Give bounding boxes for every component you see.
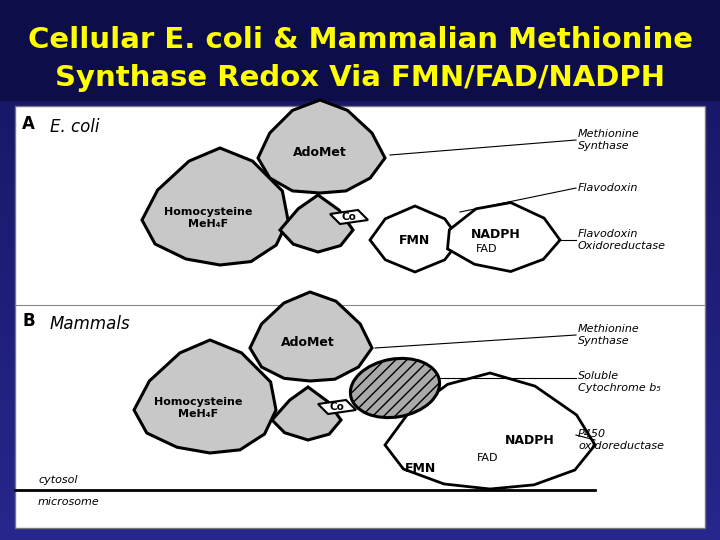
Text: Synthase Redox Via FMN/FAD/NADPH: Synthase Redox Via FMN/FAD/NADPH <box>55 64 665 92</box>
Text: NADPH: NADPH <box>505 434 555 447</box>
Polygon shape <box>370 206 460 272</box>
Polygon shape <box>385 373 595 489</box>
Text: microsome: microsome <box>38 497 100 507</box>
Text: Co: Co <box>341 212 356 222</box>
Polygon shape <box>258 100 385 193</box>
Polygon shape <box>318 400 356 414</box>
Ellipse shape <box>351 359 440 417</box>
Text: NADPH: NADPH <box>471 228 521 241</box>
Text: Homocysteine
MeH₄F: Homocysteine MeH₄F <box>164 207 252 229</box>
Text: cytosol: cytosol <box>38 475 78 485</box>
Polygon shape <box>448 202 560 272</box>
Text: Mammals: Mammals <box>50 315 130 333</box>
Text: Methionine
Synthase: Methionine Synthase <box>578 129 640 151</box>
Text: P450
oxidoreductase: P450 oxidoreductase <box>578 429 664 451</box>
Text: Flavodoxin: Flavodoxin <box>578 183 639 193</box>
Text: Co: Co <box>330 402 344 412</box>
Text: FAD: FAD <box>477 453 499 463</box>
Polygon shape <box>280 195 353 252</box>
Text: B: B <box>22 312 35 330</box>
Text: Soluble
Cytochrome b₅: Soluble Cytochrome b₅ <box>578 371 661 393</box>
Text: Flavodoxin
Oxidoreductase: Flavodoxin Oxidoreductase <box>578 229 666 251</box>
Text: A: A <box>22 115 35 133</box>
Text: FMN: FMN <box>405 462 436 475</box>
Text: Cellular E. coli & Mammalian Methionine: Cellular E. coli & Mammalian Methionine <box>27 26 693 54</box>
Polygon shape <box>250 292 372 381</box>
Text: Homocysteine
MeH₄F: Homocysteine MeH₄F <box>154 397 242 419</box>
Polygon shape <box>142 148 288 265</box>
Text: FMN: FMN <box>398 233 430 246</box>
Polygon shape <box>134 340 276 453</box>
Text: AdoMet: AdoMet <box>281 336 335 349</box>
Polygon shape <box>272 387 341 440</box>
Bar <box>15 106 705 528</box>
Text: FAD: FAD <box>476 244 498 254</box>
Polygon shape <box>330 210 368 224</box>
Text: AdoMet: AdoMet <box>293 145 347 159</box>
Bar <box>0 0 720 100</box>
Text: Methionine
Synthase: Methionine Synthase <box>578 324 640 346</box>
Text: E. coli: E. coli <box>50 118 99 136</box>
